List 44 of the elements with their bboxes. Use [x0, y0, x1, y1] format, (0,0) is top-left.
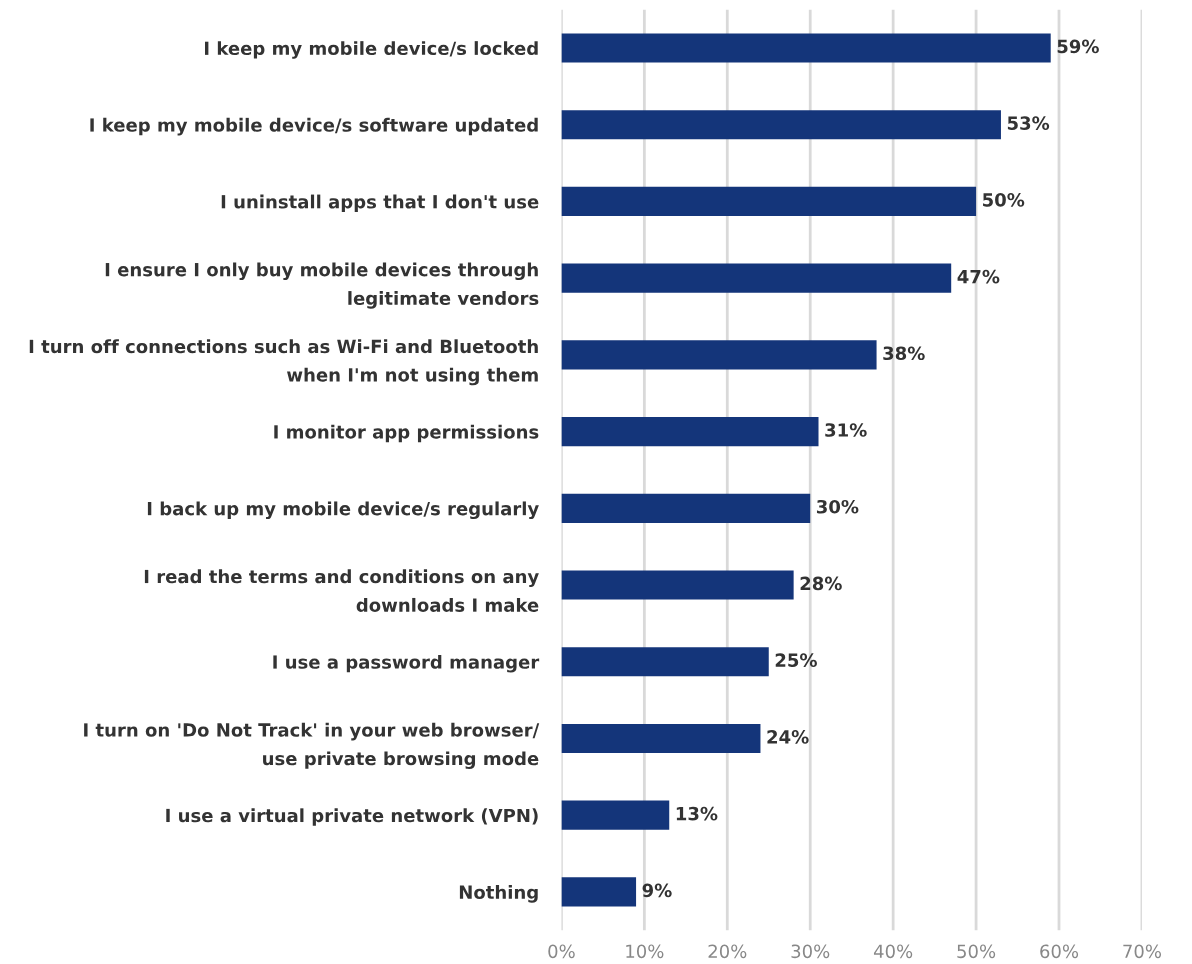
bar: [561, 340, 877, 370]
data-label: 30%: [816, 499, 859, 514]
bar: [561, 570, 794, 600]
bar: [561, 723, 761, 754]
y-tick-label: I ensure I only buy mobile devices through legitimate vendors: [105, 262, 539, 309]
y-tick-label: I turn off connections such as Wi-Fi and Bluetooth when I'm not using them: [29, 339, 538, 386]
x-tick-label: 10%: [626, 944, 664, 959]
y-tick-label: I monitor app permissions: [274, 424, 539, 443]
y-tick-label: Nothing: [459, 885, 538, 903]
bar: [561, 186, 977, 217]
data-label: 13%: [676, 806, 718, 821]
data-label: 59%: [1057, 39, 1099, 54]
data-label: 38%: [883, 346, 925, 361]
x-tick-label: 60%: [1040, 944, 1079, 959]
bar: [561, 110, 1001, 140]
y-tick-label: I read the terms and conditions on any downloads I make: [144, 569, 539, 612]
bar: [561, 263, 952, 293]
x-tick-label: 20%: [708, 944, 747, 959]
y-tick-label: I use a virtual private network (VPN): [166, 808, 538, 826]
bar: [561, 33, 1051, 63]
x-tick-label: 0%: [548, 944, 575, 959]
data-label: 31%: [825, 423, 867, 437]
bar: [561, 800, 670, 830]
y-tick-label: I turn on 'Do Not Track' in your web browser/ use private browsing mode: [84, 722, 540, 769]
y-tick-label: I back up my mobile device/s regularly: [147, 501, 539, 520]
bar: [561, 417, 819, 447]
data-label: 9%: [642, 883, 672, 898]
data-label: 24%: [767, 730, 809, 744]
y-tick-label: I uninstall apps that I don't use: [221, 194, 539, 213]
y-tick-label: I use a password manager: [273, 654, 540, 673]
x-tick-label: 30%: [791, 944, 830, 959]
y-tick-label: I keep my mobile device/s locked: [205, 41, 538, 59]
data-label: 28%: [800, 576, 842, 591]
y-tick-label: I keep my mobile device/s software updated: [90, 117, 538, 136]
bar: [561, 877, 637, 907]
bar: [561, 493, 811, 523]
x-tick-label: 40%: [873, 944, 913, 959]
data-label: 50%: [983, 193, 1025, 207]
data-label: 47%: [957, 269, 1000, 284]
x-tick-label: 70%: [1123, 944, 1162, 959]
bar: [561, 647, 769, 677]
data-label: 25%: [775, 653, 817, 667]
x-tick-label: 50%: [957, 944, 996, 959]
data-label: 53%: [1007, 116, 1050, 130]
